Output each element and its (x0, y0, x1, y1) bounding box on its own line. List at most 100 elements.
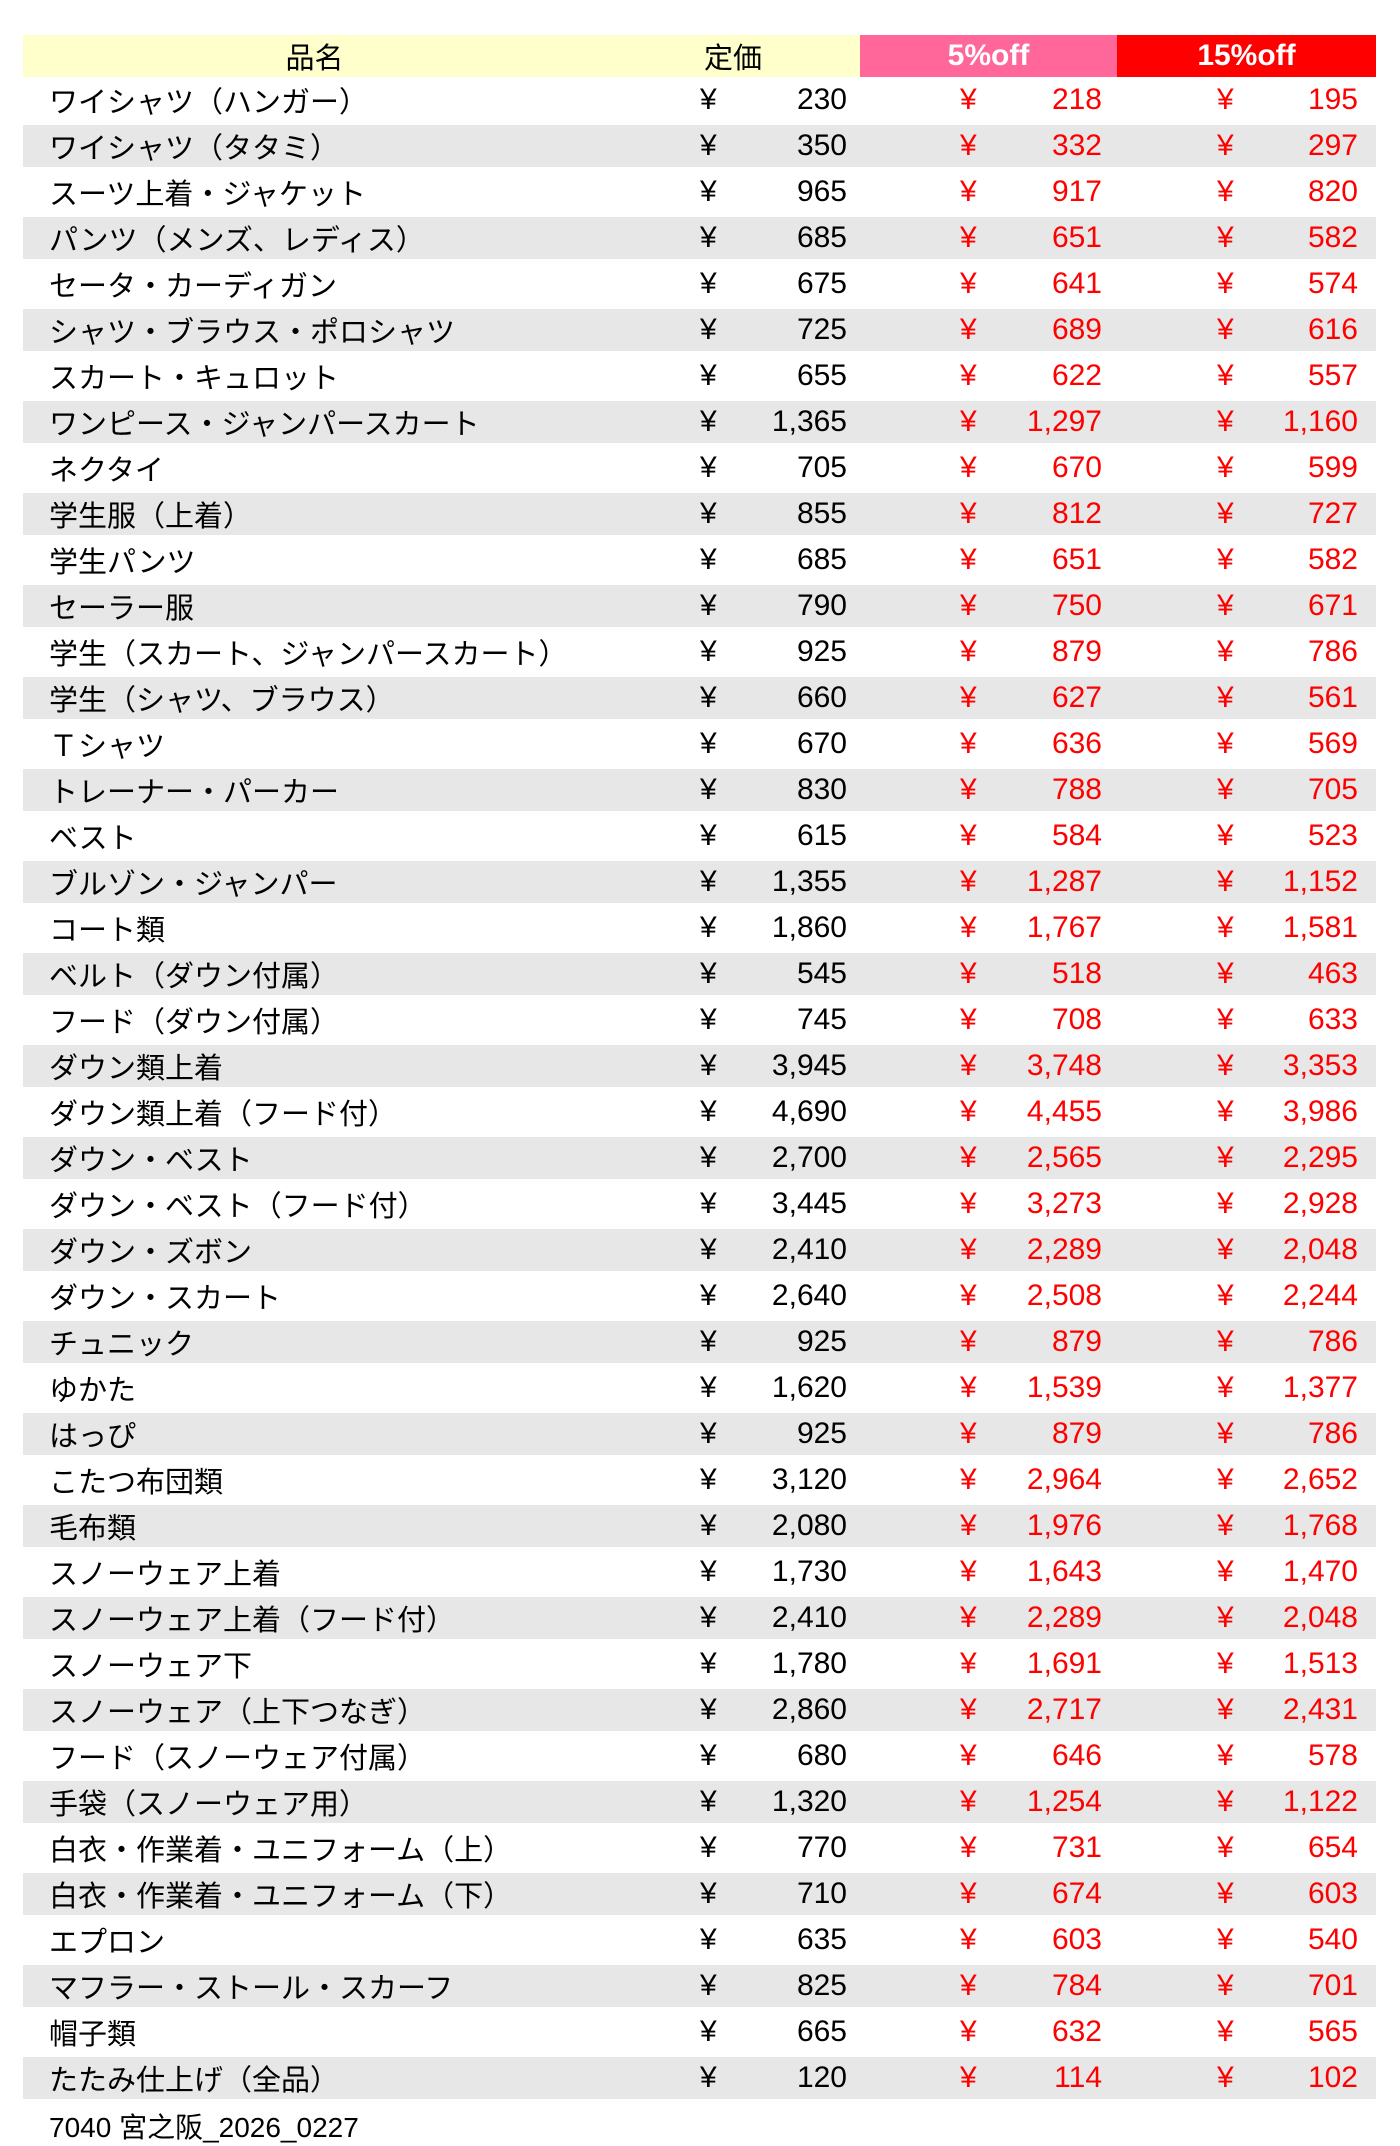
table-row: ダウン・ズボン ¥2,410 ¥2,289 ¥2,048 (23, 1227, 1376, 1273)
list-price-cell: ¥925 (606, 1411, 860, 1457)
price-15off-cell: ¥2,928 (1117, 1181, 1376, 1227)
price-5off-cell: ¥788 (860, 767, 1117, 813)
yen-symbol: ¥ (700, 313, 717, 346)
list-price-value: 710 (796, 1877, 847, 1910)
yen-symbol: ¥ (960, 727, 977, 760)
list-price-value: 350 (796, 129, 847, 162)
price-15off-value: 582 (1307, 221, 1358, 254)
yen-symbol: ¥ (960, 267, 977, 300)
item-name: スノーウェア上着 (23, 1549, 606, 1595)
price-sheet: 品名 定価 5%off 15%off ワイシャツ（ハンガー） ¥230 ¥218 ¥1… (23, 35, 1376, 2146)
list-price-cell: ¥1,320 (606, 1779, 860, 1825)
price-15off-cell: ¥565 (1117, 2009, 1376, 2055)
price-5off-value: 1,297 (1026, 405, 1102, 438)
price-15off-value: 786 (1307, 1325, 1358, 1358)
list-price-value: 2,700 (771, 1141, 847, 1174)
list-price-cell: ¥3,445 (606, 1181, 860, 1227)
sheet-footnote: 7040 宮之阪_2026_0227 (49, 2112, 359, 2143)
yen-symbol: ¥ (960, 313, 977, 346)
list-price-cell: ¥655 (606, 353, 860, 399)
yen-symbol: ¥ (700, 497, 717, 530)
table-row: スノーウェア上着 ¥1,730 ¥1,643 ¥1,470 (23, 1549, 1376, 1595)
price-15off-cell: ¥463 (1117, 951, 1376, 997)
yen-symbol: ¥ (1217, 1279, 1234, 1312)
list-price-cell: ¥1,780 (606, 1641, 860, 1687)
list-price-cell: ¥1,365 (606, 399, 860, 445)
item-name: ダウン類上着（フード付） (23, 1089, 606, 1135)
price-5off-value: 731 (1051, 1831, 1102, 1864)
yen-symbol: ¥ (960, 1279, 977, 1312)
price-5off-cell: ¥518 (860, 951, 1117, 997)
yen-symbol: ¥ (700, 1555, 717, 1588)
price-5off-cell: ¥1,297 (860, 399, 1117, 445)
item-name: ワイシャツ（タタミ） (23, 123, 606, 169)
price-5off-cell: ¥646 (860, 1733, 1117, 1779)
price-5off-value: 651 (1051, 221, 1102, 254)
price-15off-cell: ¥1,513 (1117, 1641, 1376, 1687)
price-15off-value: 1,513 (1282, 1647, 1358, 1680)
yen-symbol: ¥ (1217, 221, 1234, 254)
price-15off-value: 463 (1307, 957, 1358, 990)
yen-symbol: ¥ (1217, 635, 1234, 668)
item-name: ダウン・ベスト (23, 1135, 606, 1181)
price-15off-cell: ¥599 (1117, 445, 1376, 491)
list-price-cell: ¥2,700 (606, 1135, 860, 1181)
list-price-value: 4,690 (771, 1095, 847, 1128)
yen-symbol: ¥ (960, 1877, 977, 1910)
yen-symbol: ¥ (960, 1003, 977, 1036)
yen-symbol: ¥ (700, 1877, 717, 1910)
list-price-value: 3,945 (771, 1049, 847, 1082)
price-15off-cell: ¥1,581 (1117, 905, 1376, 951)
yen-symbol: ¥ (1217, 1509, 1234, 1542)
yen-symbol: ¥ (1217, 865, 1234, 898)
price-5off-value: 2,289 (1026, 1233, 1102, 1266)
item-name: マフラー・ストール・スカーフ (23, 1963, 606, 2009)
yen-symbol: ¥ (700, 1831, 717, 1864)
yen-symbol: ¥ (1217, 405, 1234, 438)
price-5off-value: 1,691 (1026, 1647, 1102, 1680)
price-15off-cell: ¥1,152 (1117, 859, 1376, 905)
price-5off-value: 689 (1051, 313, 1102, 346)
item-name: ワイシャツ（ハンガー） (23, 77, 606, 123)
list-price-cell: ¥855 (606, 491, 860, 537)
yen-symbol: ¥ (1217, 957, 1234, 990)
list-price-cell: ¥925 (606, 629, 860, 675)
table-row: 学生パンツ ¥685 ¥651 ¥582 (23, 537, 1376, 583)
item-name: 学生（スカート、ジャンパースカート） (23, 629, 606, 675)
yen-symbol: ¥ (700, 1647, 717, 1680)
yen-symbol: ¥ (700, 1233, 717, 1266)
price-5off-value: 917 (1051, 175, 1102, 208)
item-name: シャツ・ブラウス・ポロシャツ (23, 307, 606, 353)
price-15off-cell: ¥671 (1117, 583, 1376, 629)
table-row: ダウン類上着 ¥3,945 ¥3,748 ¥3,353 (23, 1043, 1376, 1089)
table-row: 白衣・作業着・ユニフォーム（下） ¥710 ¥674 ¥603 (23, 1871, 1376, 1917)
list-price-cell: ¥635 (606, 1917, 860, 1963)
yen-symbol: ¥ (700, 83, 717, 116)
list-price-value: 2,860 (771, 1693, 847, 1726)
price-15off-value: 2,295 (1282, 1141, 1358, 1174)
price-5off-value: 2,508 (1026, 1279, 1102, 1312)
price-15off-value: 616 (1307, 313, 1358, 346)
price-5off-value: 114 (1054, 2061, 1102, 2094)
table-row: フード（スノーウェア付属） ¥680 ¥646 ¥578 (23, 1733, 1376, 1779)
header-row: 品名 定価 5%off 15%off (23, 35, 1376, 77)
price-5off-cell: ¥879 (860, 1319, 1117, 1365)
price-5off-cell: ¥784 (860, 1963, 1117, 2009)
yen-symbol: ¥ (1217, 2061, 1234, 2094)
item-name: ダウン・ズボン (23, 1227, 606, 1273)
price-5off-value: 622 (1051, 359, 1102, 392)
table-row: ネクタイ ¥705 ¥670 ¥599 (23, 445, 1376, 491)
price-5off-value: 788 (1051, 773, 1102, 806)
list-price-cell: ¥545 (606, 951, 860, 997)
table-row: ベスト ¥615 ¥584 ¥523 (23, 813, 1376, 859)
yen-symbol: ¥ (700, 1279, 717, 1312)
yen-symbol: ¥ (1217, 1739, 1234, 1772)
table-row: 毛布類 ¥2,080 ¥1,976 ¥1,768 (23, 1503, 1376, 1549)
table-row: ワイシャツ（タタミ） ¥350 ¥332 ¥297 (23, 123, 1376, 169)
list-price-cell: ¥660 (606, 675, 860, 721)
price-15off-value: 1,160 (1282, 405, 1358, 438)
yen-symbol: ¥ (700, 1785, 717, 1818)
table-row: チュニック ¥925 ¥879 ¥786 (23, 1319, 1376, 1365)
price-15off-value: 1,377 (1282, 1371, 1358, 1404)
price-5off-cell: ¥879 (860, 1411, 1117, 1457)
